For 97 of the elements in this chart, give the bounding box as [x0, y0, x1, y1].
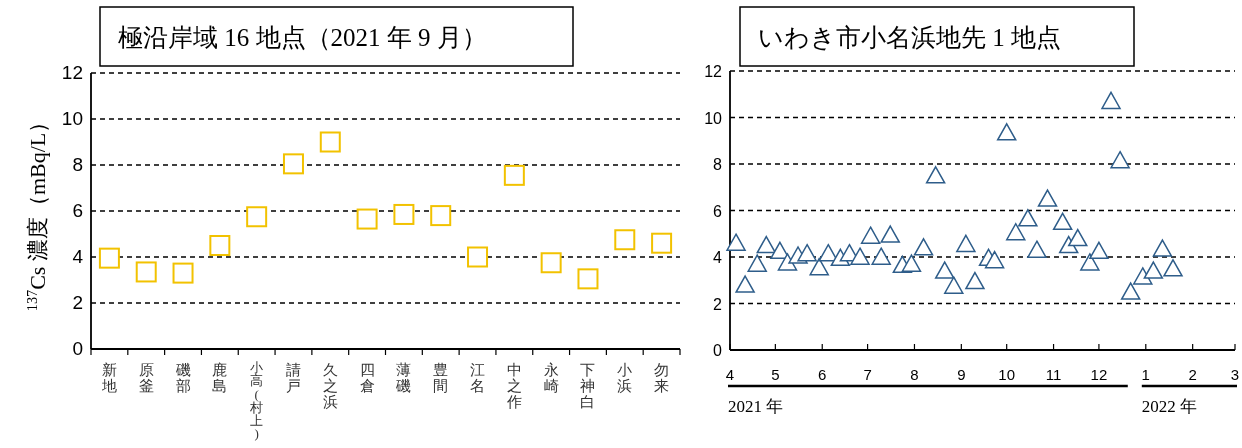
- x-tick-label: 請戸: [285, 362, 301, 394]
- x-tick-label: 久之浜: [322, 362, 338, 410]
- point: [777, 253, 798, 271]
- x-tick-label: 江名: [470, 362, 486, 394]
- x-tick-label: 6: [818, 366, 827, 383]
- point: [770, 241, 790, 260]
- point: [430, 205, 452, 227]
- point: [944, 276, 964, 294]
- text: 2021 年: [728, 397, 784, 416]
- y-tick-label: 12: [704, 63, 723, 80]
- point: [984, 250, 1005, 269]
- point: [651, 232, 673, 254]
- point: [1089, 241, 1109, 260]
- chart-title: 極沿岸域 16 地点（2021 年 9 月）: [118, 23, 487, 51]
- point: [540, 252, 562, 274]
- y-tick-label: 12: [61, 62, 83, 83]
- y-tick-label: 6: [713, 202, 723, 220]
- y-tick-label: 4: [713, 249, 723, 266]
- y-tick-label: 2: [72, 292, 83, 313]
- point: [1110, 150, 1130, 169]
- point: [98, 247, 120, 269]
- y-tick-label: 0: [72, 338, 83, 359]
- point: [996, 123, 1017, 141]
- y-tick-label: 2: [713, 295, 723, 313]
- point: [246, 206, 268, 228]
- point: [1163, 259, 1183, 277]
- point: [1080, 253, 1100, 271]
- point: [282, 153, 304, 175]
- text: 2022 年: [1141, 397, 1198, 416]
- x-tick-label: 2: [1188, 366, 1197, 383]
- y-tick-label: 8: [713, 156, 723, 173]
- point: [809, 257, 829, 276]
- x-tick-label: 小浜: [617, 362, 633, 394]
- point: [756, 235, 777, 254]
- point: [1037, 189, 1058, 207]
- point: [1052, 212, 1073, 231]
- y-tick-label: 0: [713, 342, 723, 359]
- x-tick-label: 鹿島: [212, 362, 228, 394]
- point: [726, 233, 746, 251]
- chart-title: いわき市小名浜地先 1 地点: [758, 23, 1061, 51]
- point: [735, 275, 755, 293]
- point: [503, 164, 525, 186]
- point: [925, 166, 946, 184]
- x-tick-label: 5: [771, 366, 780, 383]
- point: [956, 234, 976, 253]
- point: [1143, 261, 1164, 279]
- point: [850, 247, 870, 265]
- point: [1152, 239, 1173, 257]
- point: [356, 208, 378, 230]
- point: [209, 235, 231, 256]
- x-tick-label: 12: [1090, 366, 1108, 383]
- x-tick-label: 新地: [100, 362, 117, 394]
- point: [860, 226, 881, 244]
- point: [172, 262, 194, 284]
- point: [393, 203, 415, 225]
- x-tick-label: 下神白: [580, 362, 596, 410]
- point: [747, 254, 767, 272]
- point: [577, 268, 599, 290]
- x-tick-label: 四倉: [359, 362, 375, 394]
- x-tick-label: 7: [863, 366, 872, 383]
- y-tick-label: 4: [72, 246, 84, 267]
- point: [797, 243, 817, 262]
- x-tick-label: 磯部: [174, 362, 191, 394]
- point: [1120, 282, 1141, 300]
- point: [1027, 240, 1047, 258]
- point: [1006, 223, 1026, 241]
- x-tick-label: 3: [1230, 366, 1240, 383]
- x-tick-label: 4: [725, 366, 735, 383]
- x-tick-label: 永崎: [543, 362, 559, 394]
- x-tick-label: 10: [998, 366, 1016, 383]
- y-tick-label: 10: [61, 108, 83, 129]
- point: [965, 271, 985, 290]
- x-tick-label: 原釜: [138, 362, 154, 394]
- x-tick-label: 中之作: [505, 362, 522, 410]
- x-tick-label: 9: [957, 366, 966, 383]
- point: [901, 254, 922, 272]
- x-tick-label: 薄磯: [395, 362, 412, 394]
- point: [1101, 91, 1121, 110]
- x-tick-label: 小高(村上): [249, 360, 264, 441]
- point: [467, 246, 489, 268]
- point: [135, 261, 157, 283]
- point: [871, 247, 891, 265]
- point: [913, 238, 934, 256]
- y-tick-label: 8: [72, 154, 83, 175]
- point: [1068, 228, 1088, 247]
- x-tick-label: 豊間: [433, 362, 449, 394]
- y-tick-label: 10: [704, 109, 723, 127]
- point: [614, 229, 636, 251]
- point: [880, 225, 901, 243]
- point: [934, 261, 955, 279]
- point: [1018, 209, 1038, 227]
- x-tick-label: 8: [910, 366, 919, 383]
- x-tick-label: 1: [1141, 366, 1150, 383]
- point: [319, 131, 341, 153]
- y-tick-label: 6: [72, 200, 83, 221]
- x-tick-label: 勿来: [654, 362, 670, 394]
- x-tick-label: 11: [1045, 366, 1062, 383]
